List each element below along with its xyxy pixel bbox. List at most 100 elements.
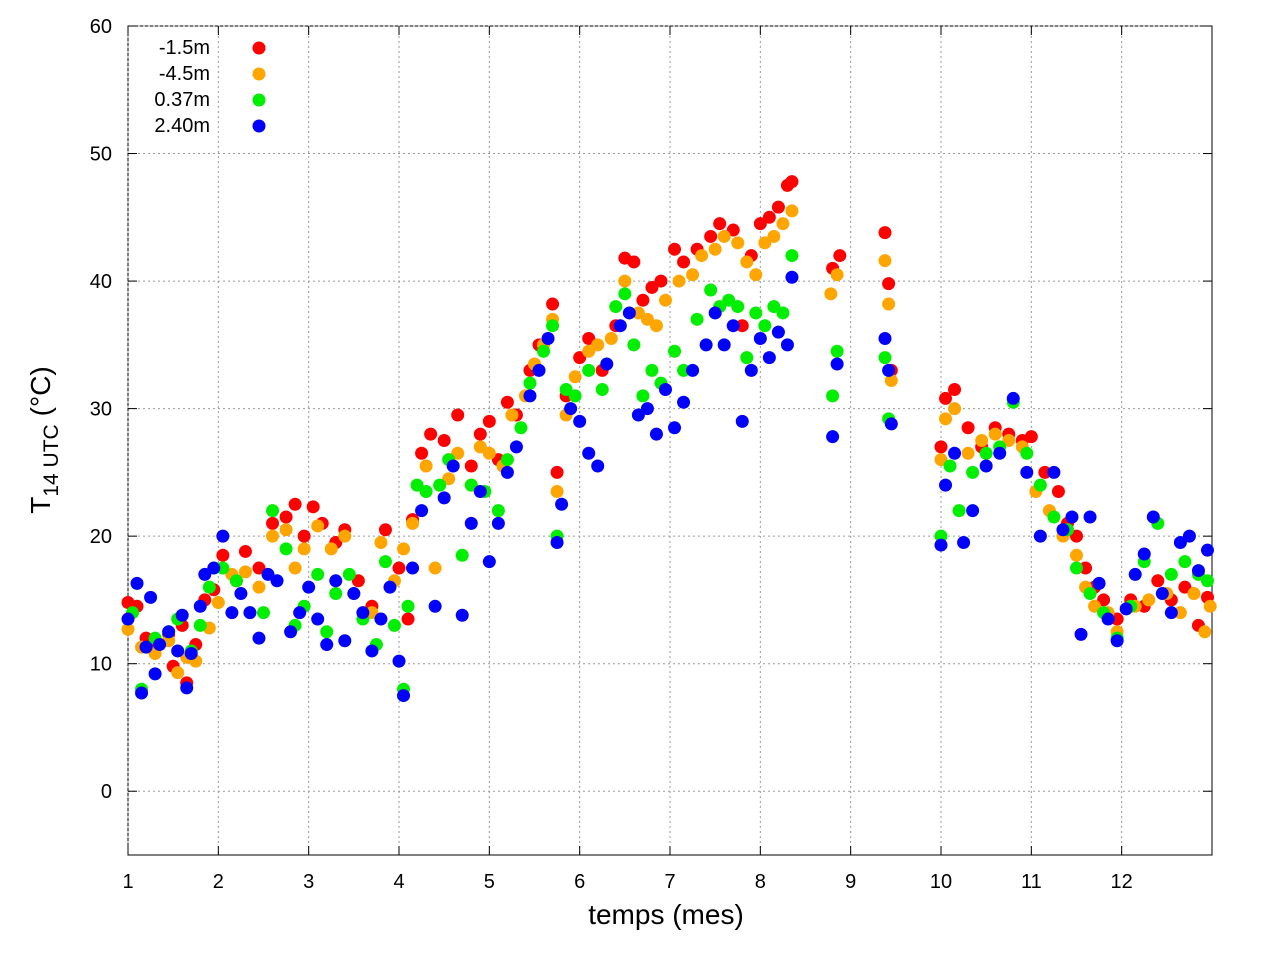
data-point: [677, 255, 691, 269]
data-point: [473, 440, 487, 454]
data-point: [279, 542, 293, 556]
data-point: [238, 544, 252, 558]
data-point: [776, 217, 790, 231]
data-point: [573, 414, 587, 428]
data-point: [1083, 510, 1097, 524]
legend-marker: [252, 41, 266, 55]
data-point: [568, 370, 582, 384]
data-point: [1079, 561, 1093, 575]
y-axis-title: T14 UTC (°C): [25, 366, 63, 514]
data-points: [121, 175, 1217, 703]
data-point: [311, 567, 325, 581]
data-point: [654, 274, 668, 288]
data-point: [175, 608, 189, 622]
data-point: [677, 363, 691, 377]
series-1: [121, 204, 1217, 680]
data-point: [762, 351, 776, 365]
data-point: [464, 459, 478, 473]
data-point: [509, 440, 523, 454]
data-point: [550, 485, 564, 499]
data-point: [464, 516, 478, 530]
data-point: [717, 229, 731, 243]
data-point: [1033, 529, 1047, 543]
data-point: [591, 459, 605, 473]
data-point: [649, 427, 663, 441]
data-point: [722, 293, 736, 307]
data-point: [672, 274, 686, 288]
data-point: [1070, 561, 1083, 575]
data-point: [1065, 510, 1079, 524]
data-point: [735, 414, 749, 428]
data-point: [1047, 465, 1061, 479]
data-point: [135, 686, 149, 700]
data-point: [686, 363, 700, 377]
data-point: [311, 519, 325, 533]
data-point: [668, 242, 682, 256]
data-point: [573, 351, 587, 365]
data-point: [406, 516, 420, 530]
data-point: [216, 529, 230, 543]
data-point: [329, 587, 343, 601]
data-point: [261, 567, 275, 581]
legend-marker: [252, 119, 266, 133]
legend-label: -1.5m: [159, 37, 210, 59]
data-point: [559, 382, 573, 396]
data-point: [731, 236, 745, 250]
data-point: [406, 561, 420, 575]
data-point: [695, 249, 709, 263]
data-point: [943, 459, 957, 473]
data-point: [207, 561, 221, 575]
data-point: [618, 274, 632, 288]
data-point: [383, 580, 397, 594]
data-point: [1187, 587, 1201, 601]
data-point: [785, 204, 799, 218]
data-point: [1024, 430, 1038, 444]
data-point: [252, 580, 266, 594]
data-point: [595, 382, 609, 396]
data-point: [491, 504, 505, 518]
data-point: [153, 638, 167, 652]
data-point: [645, 280, 659, 294]
data-point: [631, 306, 645, 320]
data-point: [740, 255, 754, 269]
data-point: [957, 536, 971, 550]
data-point: [505, 408, 519, 422]
data-point: [415, 446, 429, 460]
data-point: [882, 277, 896, 291]
data-point: [826, 389, 840, 403]
y-tick-label: 30: [90, 399, 112, 421]
data-point: [397, 689, 411, 703]
x-tick-label: 12: [1111, 871, 1133, 893]
data-point: [600, 357, 614, 371]
y-axis-title-unit: (°C): [25, 366, 56, 416]
data-point: [1002, 434, 1016, 447]
data-point: [1070, 548, 1083, 562]
data-point: [645, 363, 659, 377]
data-point: [550, 536, 564, 550]
data-point: [767, 300, 781, 314]
data-point: [500, 395, 514, 409]
data-point: [266, 516, 280, 530]
data-point: [1137, 547, 1151, 561]
data-point: [455, 548, 469, 562]
data-point: [324, 542, 338, 556]
data-point: [934, 453, 948, 467]
data-point: [568, 389, 582, 403]
data-point: [171, 644, 185, 658]
data-point: [934, 538, 948, 552]
data-point: [270, 574, 284, 588]
data-point: [523, 376, 537, 390]
data-point: [238, 565, 252, 579]
data-point: [279, 510, 293, 524]
data-point: [446, 459, 460, 473]
data-point: [216, 561, 230, 575]
data-point: [392, 654, 406, 668]
data-point: [1006, 391, 1020, 405]
data-point: [288, 561, 302, 575]
data-point: [939, 391, 953, 405]
data-point: [351, 574, 365, 588]
data-point: [541, 331, 555, 345]
data-point: [1203, 599, 1217, 613]
data-point: [243, 606, 257, 620]
